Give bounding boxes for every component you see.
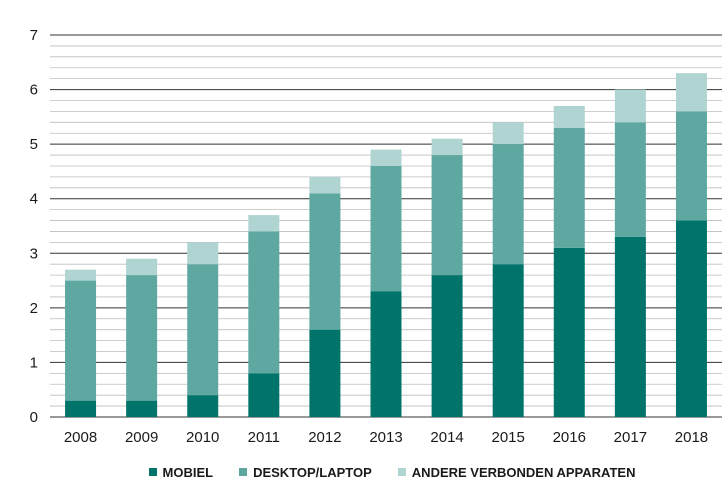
bar-segment-desktop-laptop-2010 [187, 264, 219, 396]
legend-label-mobiel: MOBIEL [162, 464, 214, 480]
legend-label-desktop-laptop: DESKTOP/LAPTOP [253, 464, 372, 480]
bar-segment-desktop-laptop-2012 [309, 193, 341, 330]
x-tick-label: 2018 [675, 429, 708, 446]
x-tick-label: 2016 [553, 429, 586, 446]
y-tick-label: 7 [30, 27, 38, 44]
y-tick-label: 6 [30, 82, 38, 99]
x-tick-label: 2012 [308, 429, 341, 446]
bar-segment-desktop-laptop-2011 [248, 231, 280, 374]
bar-segment-desktop-laptop-2015 [492, 144, 524, 265]
bar-segment-andere-verbonden-apparaten-2018 [675, 73, 707, 112]
legend-label-andere: ANDERE VERBONDEN APPARATEN [411, 464, 636, 480]
x-axis-tick-labels: 2008 2009 2010 2011 2012 2013 2014 2015 2016 2017… [64, 429, 708, 446]
bar-segment-mobiel-2008 [65, 400, 97, 417]
bar-segment-mobiel-2015 [492, 264, 524, 417]
legend-item-andere: ANDERE VERBONDEN APPARATEN [397, 464, 636, 480]
bar-segment-mobiel-2009 [126, 400, 158, 417]
bar-segment-andere-verbonden-apparaten-2016 [553, 105, 585, 128]
bar-segment-andere-verbonden-apparaten-2011 [248, 215, 280, 232]
x-tick-label: 2017 [614, 429, 647, 446]
bar-segment-mobiel-2010 [187, 395, 219, 417]
bar-segment-andere-verbonden-apparaten-2015 [492, 122, 524, 145]
legend-item-mobiel: MOBIEL [148, 464, 214, 480]
bar-segment-mobiel-2016 [553, 247, 585, 417]
bar-segment-andere-verbonden-apparaten-2012 [309, 176, 341, 194]
legend-swatch-mobiel [148, 468, 157, 476]
bar-segment-andere-verbonden-apparaten-2009 [126, 258, 158, 276]
y-tick-label: 4 [30, 191, 38, 208]
bar-segment-andere-verbonden-apparaten-2014 [431, 138, 463, 156]
bars [65, 73, 707, 417]
bar-segment-mobiel-2012 [309, 329, 341, 417]
bar-segment-desktop-laptop-2009 [126, 275, 158, 401]
y-tick-label: 0 [30, 409, 38, 426]
legend-swatch-andere [397, 468, 406, 476]
y-tick-label: 2 [30, 300, 38, 317]
y-tick-label: 1 [30, 354, 38, 371]
bar-segment-desktop-laptop-2014 [431, 155, 463, 276]
bar-segment-mobiel-2018 [675, 220, 707, 417]
bar-segment-desktop-laptop-2018 [675, 111, 707, 221]
bar-segment-desktop-laptop-2013 [370, 165, 402, 292]
x-tick-label: 2009 [125, 429, 158, 446]
bar-segment-desktop-laptop-2017 [614, 122, 646, 237]
x-tick-label: 2010 [186, 429, 219, 446]
x-tick-label: 2011 [248, 429, 280, 446]
bar-segment-andere-verbonden-apparaten-2017 [614, 89, 646, 123]
bar-segment-desktop-laptop-2008 [65, 280, 97, 401]
y-tick-label: 5 [30, 136, 38, 153]
bar-segment-mobiel-2017 [614, 236, 646, 417]
bar-segment-mobiel-2014 [431, 275, 463, 417]
bar-segment-desktop-laptop-2016 [553, 127, 585, 248]
y-axis-tick-labels: 0 1 2 3 4 5 6 7 [30, 27, 38, 426]
y-tick-label: 3 [30, 245, 38, 262]
x-tick-label: 2014 [430, 429, 463, 446]
x-tick-label: 2015 [491, 429, 524, 446]
x-tick-label: 2008 [64, 429, 97, 446]
bar-segment-andere-verbonden-apparaten-2010 [187, 242, 219, 265]
legend-item-desktop-laptop: DESKTOP/LAPTOP [239, 465, 372, 480]
legend-swatch-desktop-laptop [239, 468, 248, 476]
bar-segment-mobiel-2013 [370, 291, 402, 417]
bar-segment-andere-verbonden-apparaten-2013 [370, 149, 402, 166]
bar-segment-andere-verbonden-apparaten-2008 [65, 269, 97, 281]
x-tick-label: 2013 [369, 429, 402, 446]
bar-segment-mobiel-2011 [248, 373, 280, 417]
legend: MOBIEL DESKTOP/LAPTOP ANDERE VERBONDEN A… [0, 462, 724, 482]
